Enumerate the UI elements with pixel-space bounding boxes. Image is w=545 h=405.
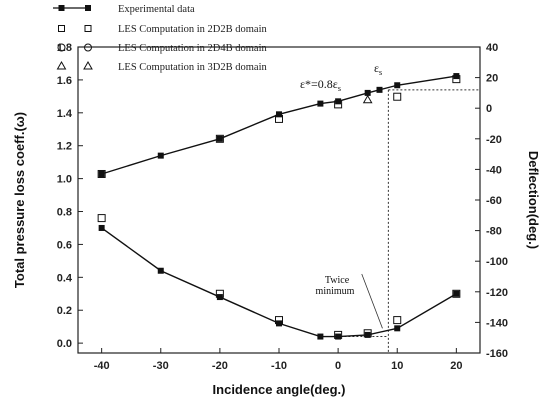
- data-point-experimental: [364, 89, 371, 96]
- data-point-experimental: [364, 331, 371, 338]
- series-line-loss: [101, 227, 457, 338]
- y-axis-left-title: Total pressure loss coeff.(ω): [12, 112, 27, 288]
- y-left-tick-label: 1.8: [57, 42, 72, 54]
- data-point-les-2d2b: [215, 134, 224, 143]
- annotation-eps-star-sub: s: [338, 84, 341, 93]
- legend-label-3d2b: LES Computation in 3D2B domain: [118, 62, 267, 73]
- data-point-les-2d2b: [334, 100, 343, 109]
- data-point-experimental: [98, 170, 105, 177]
- x-axis-title: Incidence angle(deg.): [213, 382, 346, 397]
- data-point-les-2d2b: [393, 92, 402, 101]
- x-tick-label: 0: [335, 360, 341, 372]
- legend-marker-3d2b-left: [56, 60, 67, 70]
- annotation-eps-s-sub: s: [379, 68, 382, 77]
- y-right-tick-label: -60: [486, 195, 502, 207]
- legend-label-experimental: Experimental data: [118, 4, 195, 15]
- data-point-experimental: [376, 86, 383, 93]
- data-point-les-2d2b: [334, 330, 343, 339]
- data-point-les-2d2b: [452, 289, 461, 298]
- y-right-tick-label: -160: [486, 348, 508, 360]
- series-line-deflection: [101, 75, 457, 175]
- legend-marker-3d2b-right: [83, 60, 93, 70]
- legend-label-2d2b: LES Computation in 2D2B domain: [118, 24, 267, 35]
- x-tick-label: -20: [212, 360, 228, 372]
- legend: Experimental data LES Computation in 2D2…: [53, 4, 267, 73]
- annotation-eps-s-main: ε: [374, 61, 379, 75]
- data-point-experimental: [317, 333, 324, 340]
- y-left-tick-label: 1.4: [57, 108, 73, 120]
- data-point-les-2d2b: [393, 316, 402, 325]
- x-tick-label: 10: [391, 360, 403, 372]
- data-point-experimental: [98, 224, 105, 231]
- data-point-experimental: [453, 290, 460, 297]
- y-right-tick-label: -20: [486, 134, 502, 146]
- series-layer: [97, 73, 461, 340]
- legend-marker-2d4b-left: [57, 43, 66, 52]
- y-left-tick-label: 0.2: [57, 305, 72, 317]
- y-right-tick-label: -140: [486, 317, 508, 329]
- annotation-eps-s: εs: [374, 61, 382, 77]
- data-point-experimental: [317, 100, 324, 107]
- y-left-tick-label: 0.4: [57, 272, 73, 284]
- annotation-arrow-line: [361, 273, 383, 329]
- plot-frame: [77, 46, 481, 354]
- legend-marker-2d2b-left: [58, 25, 65, 32]
- annotation-eps-star: ε*=0.8εs: [300, 77, 341, 93]
- data-point-les-2d2b: [452, 75, 461, 84]
- y-right-tick-label: 40: [486, 42, 498, 54]
- annotation-eps-star-main: ε*=0.8ε: [300, 77, 338, 91]
- annotation-twice: Twice: [325, 275, 350, 286]
- data-point-les-2d2b: [97, 169, 106, 178]
- y-left-tick-label: 1.2: [57, 141, 72, 153]
- y-right-tick-label: 0: [486, 103, 492, 115]
- data-point-les-2d2b: [97, 214, 106, 223]
- x-axis: -40 -30 -20 -10 0 10 20: [94, 348, 462, 372]
- y-right-tick-label: -120: [486, 287, 508, 299]
- x-tick-label: -10: [271, 360, 287, 372]
- y-axis-right: -160 -140 -120 -100 -80 -60 -40 -20 0 20 40: [475, 42, 508, 360]
- y-left-tick-label: 0.0: [57, 338, 72, 350]
- x-tick-label: -30: [153, 360, 169, 372]
- data-point-les-2d2b: [215, 289, 224, 298]
- data-point-experimental: [394, 325, 401, 332]
- data-point-les-2d2b: [275, 114, 283, 123]
- legend-marker-2d2b-right: [84, 25, 92, 32]
- y-left-tick-label: 0.6: [57, 239, 72, 251]
- data-point-experimental: [157, 152, 164, 159]
- guide-lines: [320, 89, 480, 353]
- data-point-experimental: [216, 135, 223, 142]
- data-point-les-3d2b: [362, 94, 373, 104]
- legend-label-2d4b: LES Computation in 2D4B domain: [118, 43, 267, 54]
- y-left-tick-label: 1.0: [57, 174, 72, 186]
- data-point-experimental: [394, 82, 401, 89]
- annotation-minimum: minimum: [316, 286, 355, 297]
- y-right-tick-label: 20: [486, 73, 498, 85]
- y-right-tick-label: -40: [486, 164, 502, 176]
- data-point-les-2d2b: [275, 316, 283, 325]
- data-point-experimental: [276, 111, 282, 118]
- y-axis-right-title: Deflection(deg.): [526, 151, 541, 249]
- data-point-experimental: [157, 267, 164, 274]
- x-tick-label: 20: [450, 360, 462, 372]
- data-point-les-2d2b: [363, 329, 372, 338]
- y-right-tick-label: -80: [486, 226, 502, 238]
- x-tick-label: -40: [94, 360, 110, 372]
- y-right-tick-label: -100: [486, 256, 508, 268]
- legend-marker-experimental-left: [58, 5, 65, 11]
- y-left-tick-label: 1.6: [57, 75, 72, 87]
- legend-marker-experimental-right: [85, 5, 91, 11]
- y-left-tick-label: 0.8: [57, 207, 72, 219]
- data-point-experimental: [335, 333, 342, 340]
- y-axis-left: 0.0 0.2 0.4 0.6 0.8 1.0 1.2 1.4 1.6 1.8: [57, 42, 83, 350]
